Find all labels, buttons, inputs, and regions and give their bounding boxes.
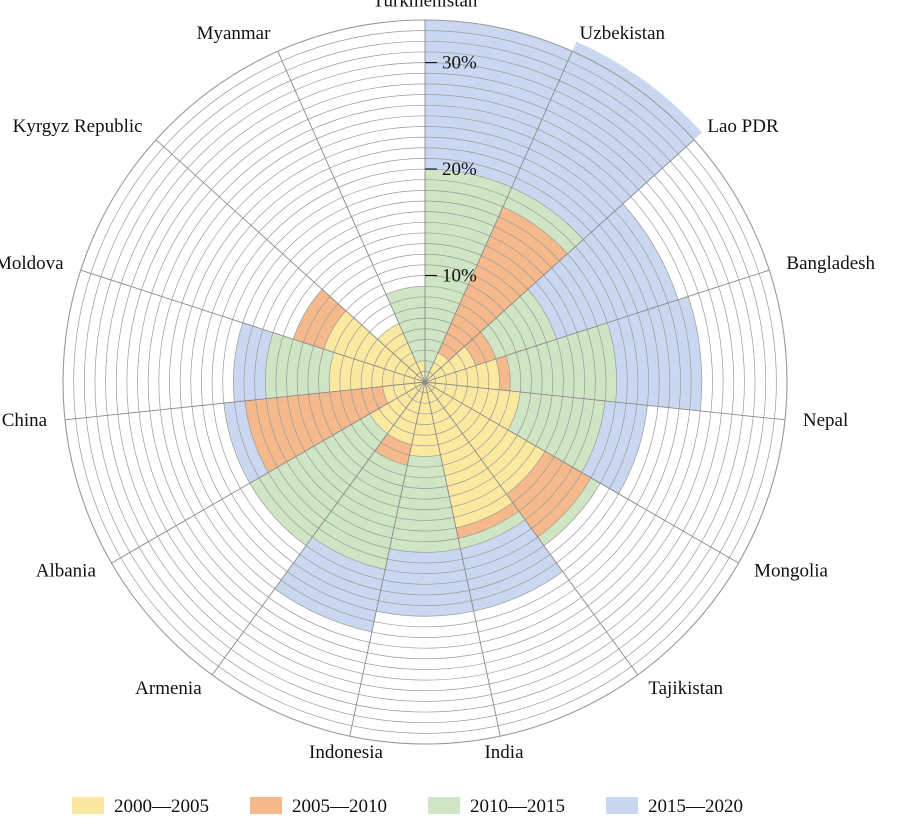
- bar-nepal-series-3: [581, 400, 648, 494]
- bar-china-series-3: [233, 322, 274, 403]
- bar-bangladesh-series-1: [495, 355, 511, 391]
- bar-lao-pdr-series-2: [480, 289, 557, 359]
- grid-spoke: [277, 51, 426, 383]
- grid-spoke: [424, 269, 770, 383]
- legend-label: 2005—2010: [292, 796, 387, 817]
- tick-label: 30%: [442, 53, 477, 74]
- bar-turkmenistan-series-3: [425, 20, 573, 188]
- legend-swatch: [250, 797, 282, 814]
- category-label: Kyrgyz Republic: [13, 116, 143, 137]
- category-label: Nepal: [803, 410, 848, 431]
- grid-spoke: [349, 381, 426, 737]
- bar-armenia-series-0: [369, 382, 425, 434]
- category-label: Moldova: [0, 253, 64, 274]
- bar-india-series-0: [409, 382, 441, 457]
- bar-bangladesh-series-2: [506, 322, 617, 403]
- grid-spoke: [211, 381, 426, 676]
- bar-bangladesh-series-0: [425, 358, 500, 390]
- radial-ticks: 10% 20% 30%: [425, 53, 477, 287]
- tick-label: 10%: [442, 266, 477, 287]
- bar-india-series-3: [376, 548, 474, 617]
- grid-spoke: [80, 269, 426, 383]
- bar-tajikistan-series-3: [460, 519, 563, 612]
- bar-tajikistan-series-1: [455, 502, 519, 539]
- bar-china-series-2: [265, 332, 334, 399]
- bar-uzbekistan-series-1: [437, 206, 568, 361]
- grid-spoke: [64, 381, 426, 421]
- legend-swatch: [428, 797, 460, 814]
- bar-india-series-2: [389, 454, 461, 553]
- grid-spoke: [424, 51, 573, 383]
- bar-uzbekistan-series-2: [502, 187, 584, 254]
- category-label: Bangladesh: [786, 253, 875, 274]
- category-label: Armenia: [135, 678, 202, 699]
- bar-myanmar-series-2: [386, 286, 425, 363]
- category-labels: Turkmenistan Uzbekistan Lao PDR Bangladesh N…: [0, 0, 876, 763]
- legend-label: 2015—2020: [648, 796, 743, 817]
- category-label: China: [2, 410, 48, 431]
- grid-spoke: [155, 139, 426, 383]
- grid-spoke: [424, 381, 739, 564]
- category-label: Indonesia: [309, 742, 383, 763]
- legend: 2000—2005 2005—2010 2010—2015 2015—2020: [72, 796, 743, 817]
- bar-kyrgyz-republic-series-0: [377, 323, 425, 382]
- bar-tajikistan-series-2: [458, 511, 526, 549]
- category-label: Myanmar: [197, 23, 272, 44]
- bar-indonesia-series-0: [387, 382, 425, 445]
- legend-label: 2010—2015: [470, 796, 565, 817]
- bar-uzbekistan-series-0: [425, 352, 449, 382]
- bar-nepal-series-2: [507, 392, 606, 473]
- grid-spoke: [424, 381, 501, 737]
- bar-mongolia-series-2: [537, 477, 601, 546]
- category-label: India: [484, 742, 524, 763]
- category-label: Albania: [36, 560, 97, 581]
- bar-armenia-series-2: [249, 413, 388, 546]
- grid-spoke: [111, 381, 426, 564]
- grid-layer: [62, 19, 788, 745]
- bar-mongolia-series-1: [506, 451, 591, 538]
- legend-swatch: [72, 797, 104, 814]
- bar-moldova-series-0: [323, 310, 425, 382]
- category-label: Lao PDR: [707, 116, 779, 137]
- bar-albania-series-3: [223, 400, 269, 484]
- grid-spoke: [424, 381, 786, 421]
- category-label: Mongolia: [754, 560, 828, 581]
- bar-bangladesh-series-3: [607, 296, 702, 411]
- grid-spoke: [424, 139, 695, 383]
- legend-label: 2000—2005: [114, 796, 209, 817]
- bar-lao-pdr-series-0: [425, 346, 476, 382]
- bar-turkmenistan-series-2: [425, 169, 512, 382]
- bar-mongolia-series-0: [425, 382, 545, 494]
- category-label: Tajikistan: [648, 678, 723, 699]
- category-label: Uzbekistan: [580, 23, 666, 44]
- tick-label: 20%: [442, 159, 477, 180]
- grid-spoke: [424, 381, 639, 676]
- category-label: Turkmenistan: [373, 0, 478, 11]
- legend-swatch: [606, 797, 638, 814]
